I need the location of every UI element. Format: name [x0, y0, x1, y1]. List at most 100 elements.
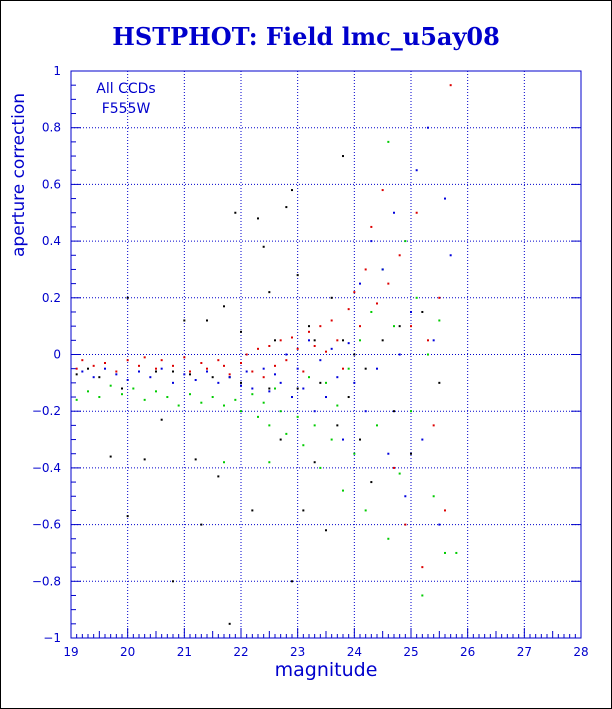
data-point [245, 353, 248, 356]
x-tick-label: 21 [177, 645, 192, 659]
data-point [438, 296, 441, 299]
data-point [262, 401, 265, 404]
y-tick-label: 0.4 [42, 234, 61, 248]
data-point [364, 410, 367, 413]
data-point [160, 367, 163, 370]
data-point [126, 296, 129, 299]
data-point [92, 376, 95, 379]
data-point [143, 398, 146, 401]
data-point [274, 373, 276, 376]
data-point [268, 424, 271, 427]
data-point [410, 452, 412, 455]
data-point [126, 515, 129, 518]
data-point [223, 461, 225, 464]
data-point [381, 339, 384, 342]
data-point [370, 310, 373, 313]
data-point [138, 370, 140, 373]
data-point [121, 393, 123, 396]
data-point [364, 268, 367, 271]
data-point [285, 206, 288, 209]
data-point [308, 376, 310, 379]
y-tick-label: −0.8 [32, 574, 61, 588]
data-point [251, 393, 254, 396]
data-point [421, 438, 424, 441]
data-point [302, 370, 305, 373]
data-point [87, 390, 89, 393]
data-point [421, 594, 424, 597]
data-point [81, 370, 84, 373]
data-point [398, 254, 401, 257]
data-point [296, 347, 299, 350]
data-point [75, 398, 78, 401]
data-point [313, 344, 316, 347]
data-point [438, 381, 441, 384]
data-point [262, 367, 265, 370]
x-tick-label: 25 [403, 645, 418, 659]
data-point [330, 438, 333, 441]
data-point [353, 291, 356, 294]
data-point [347, 367, 350, 370]
data-point [285, 353, 288, 356]
data-point [155, 367, 157, 370]
y-tick-label: 0 [53, 348, 61, 362]
data-point [155, 370, 157, 373]
data-point [387, 452, 390, 455]
data-point [268, 291, 271, 294]
data-point [126, 379, 129, 382]
data-point [444, 551, 446, 554]
data-point [415, 296, 418, 299]
data-point [308, 325, 310, 328]
data-point [87, 367, 89, 370]
data-point [319, 359, 322, 362]
data-point [143, 356, 146, 359]
data-point [160, 359, 163, 362]
data-point [449, 254, 452, 257]
data-point [200, 401, 203, 404]
data-point [398, 325, 401, 328]
data-point [228, 622, 231, 625]
data-point [234, 211, 237, 214]
data-point [155, 390, 157, 393]
data-point [313, 461, 316, 464]
data-point [325, 381, 327, 384]
data-point [359, 282, 361, 285]
data-point [257, 347, 259, 350]
data-point [319, 466, 322, 469]
data-point [172, 364, 174, 367]
data-point [421, 566, 424, 569]
data-point [251, 370, 254, 373]
data-point [336, 404, 339, 407]
data-point [206, 370, 208, 373]
data-point [189, 393, 191, 396]
data-point [223, 364, 225, 367]
y-tick-label: −0.2 [32, 404, 61, 418]
data-point [387, 537, 390, 540]
data-point [359, 438, 361, 441]
data-point [98, 396, 101, 399]
data-point [279, 410, 282, 413]
data-point [404, 495, 407, 498]
data-point [427, 339, 429, 342]
data-point [370, 225, 373, 228]
data-point [75, 367, 78, 370]
data-point [302, 509, 305, 512]
data-point [404, 240, 407, 243]
data-point [342, 155, 344, 158]
data-point [285, 359, 288, 362]
data-point [449, 84, 452, 87]
data-point [268, 344, 271, 347]
data-point [121, 387, 123, 390]
x-axis-label: magnitude [275, 659, 378, 681]
data-point [211, 376, 214, 379]
data-point [353, 452, 356, 455]
data-point [245, 370, 248, 373]
data-point [410, 325, 412, 328]
data-point [342, 339, 344, 342]
data-point [370, 481, 373, 484]
data-point [104, 362, 106, 365]
data-point [296, 367, 299, 370]
data-point [166, 396, 169, 399]
data-point [336, 424, 339, 427]
data-point [172, 370, 174, 373]
